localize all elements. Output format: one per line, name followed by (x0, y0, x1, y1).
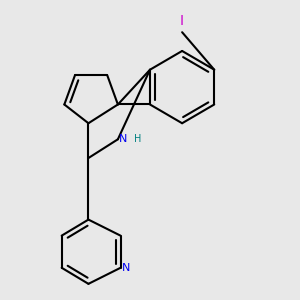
Text: N: N (119, 134, 128, 144)
Text: H: H (134, 134, 141, 144)
Text: N: N (122, 263, 130, 273)
Text: I: I (180, 14, 184, 28)
